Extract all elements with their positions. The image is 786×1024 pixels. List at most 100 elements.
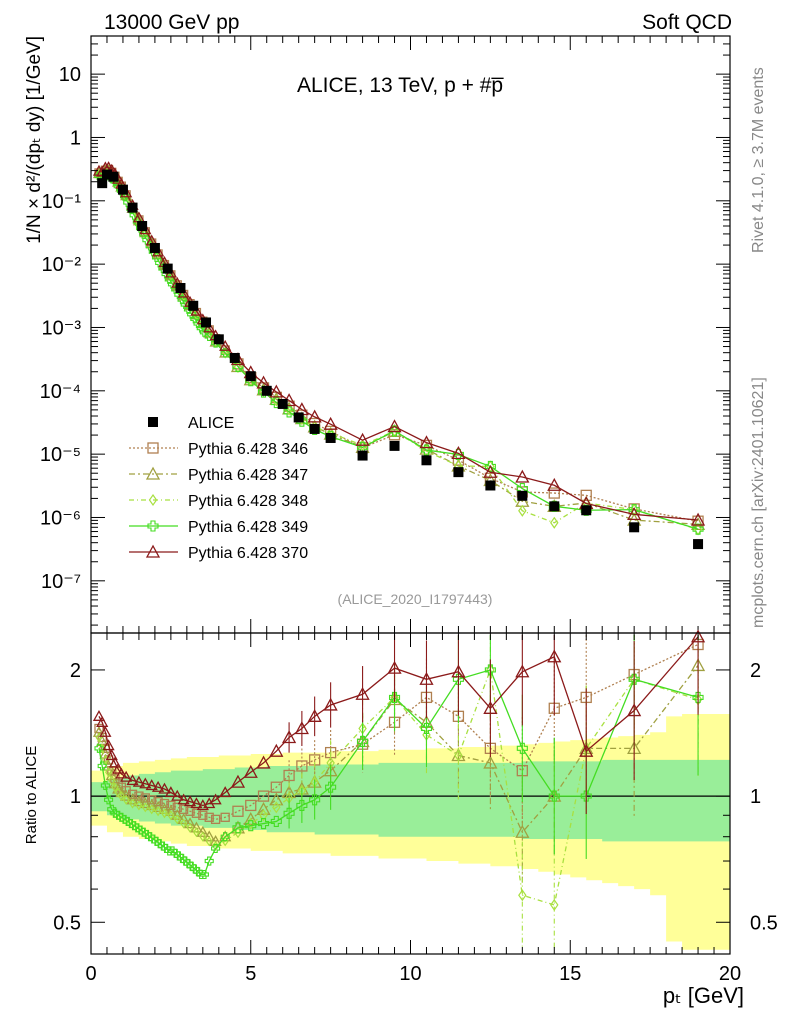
ratio-point	[122, 794, 130, 805]
ratio-point	[627, 703, 642, 717]
main-point	[204, 331, 214, 342]
ratio-point	[145, 779, 158, 791]
main-ytick-label: 10⁻¹	[42, 191, 82, 213]
ratio-point	[451, 664, 466, 678]
ratio-point	[515, 664, 530, 678]
alice-point	[97, 178, 108, 189]
ratio-ytick-label-right: 1	[750, 786, 761, 808]
xtick-label: 10	[399, 963, 421, 985]
ratio-point	[126, 774, 139, 786]
ratio-point	[270, 815, 282, 827]
alice-point	[162, 263, 173, 274]
ratio-point	[177, 793, 190, 805]
main-ylabel: 1/N × d²/(dpₜ dy) [1/GeV]	[24, 36, 45, 244]
legend-marker	[148, 417, 158, 427]
ratio-point	[296, 799, 308, 811]
ratio-point	[151, 780, 165, 792]
main-point	[515, 469, 530, 483]
ratio-point	[259, 809, 268, 822]
main-point	[692, 515, 704, 527]
main-point	[387, 419, 402, 433]
ratio-point	[484, 664, 496, 676]
ratio-point	[151, 801, 165, 813]
ratio-point	[220, 832, 230, 842]
ratio-point	[355, 686, 370, 700]
ratio-point	[204, 812, 214, 822]
main-ytick-label: 10⁻²	[42, 254, 82, 276]
main-panel: 10⁻⁷ 10⁻⁶ 10⁻⁵ 10⁻⁴ 10⁻³ 10⁻² 10⁻¹ 1 10 ALICE, 1…	[24, 35, 731, 634]
ratio-point	[167, 810, 175, 821]
ratio-point	[281, 730, 297, 744]
alice-point	[581, 505, 592, 516]
ratio-point	[171, 789, 184, 801]
xtick-label: 0	[85, 963, 96, 985]
ratio-point	[191, 808, 202, 818]
header-right: Soft QCD	[642, 11, 732, 34]
legend-marker	[147, 442, 159, 454]
main-point	[518, 504, 527, 517]
ratio-point	[257, 818, 270, 830]
alice-point	[277, 398, 288, 409]
ratio-point	[96, 715, 109, 727]
ratio-point	[111, 782, 119, 793]
ratio-point	[628, 673, 640, 685]
alice-point	[693, 539, 704, 550]
ratio-ytick-label-right: 2	[750, 660, 761, 682]
ratio-ylabel: Ratio to ALICE	[23, 746, 40, 844]
legend-label: Pythia 6.428 370	[188, 545, 308, 562]
alice-point	[117, 184, 128, 195]
ratio-point	[243, 812, 258, 826]
ratio-point	[199, 869, 209, 880]
ratio-panel: 0.5 0.51 12 20 5 10 15 20 Ratio to ALICE pₜ [Ge…	[23, 629, 778, 1008]
main-point	[199, 327, 209, 337]
ratio-point	[243, 764, 258, 778]
main-point	[219, 339, 232, 351]
ratio-ytick-label: 0.5	[53, 912, 81, 934]
ratio-point	[92, 709, 106, 721]
legend: ALICE Pythia 6.428 346 Pythia 6.428 347 Pyt…	[129, 415, 308, 562]
main-point	[221, 348, 229, 359]
ratio-point	[132, 795, 146, 807]
main-point	[220, 348, 230, 358]
ratio-point	[135, 800, 143, 811]
xtick-label: 5	[245, 963, 256, 985]
alice-point	[108, 171, 119, 182]
alice-point	[309, 423, 320, 434]
ratio-point	[547, 649, 562, 663]
ratio-point	[160, 808, 169, 819]
ratio-point	[134, 791, 144, 801]
side-label-bottom: mcplots.cern.ch [arXiv:2401.10621]	[750, 377, 767, 628]
alice-point	[453, 467, 464, 478]
main-point	[193, 318, 203, 329]
ratio-point	[129, 798, 137, 809]
ratio-point	[323, 697, 338, 711]
ratio-point	[153, 796, 163, 807]
analysis-tag: (ALICE_2020_I1797443)	[338, 591, 493, 607]
main-point	[283, 406, 295, 418]
ratio-point	[132, 775, 146, 787]
ratio-point	[283, 807, 295, 819]
ratio-point	[230, 774, 246, 788]
main-ytick-label: 10⁻⁵	[40, 444, 81, 466]
ratio-point	[270, 781, 282, 793]
ratio-point	[548, 790, 560, 802]
ratio-point	[204, 856, 214, 866]
main-point	[355, 432, 370, 446]
main-title: ALICE, 13 TeV, p + #p̅	[297, 74, 505, 97]
ratio-point	[199, 831, 207, 842]
ratio-point	[209, 793, 222, 805]
ratio-point	[269, 792, 284, 806]
ratio-point	[257, 790, 270, 802]
ratio-point	[256, 755, 271, 769]
legend-label: Pythia 6.428 346	[188, 441, 308, 458]
ratio-point	[100, 780, 110, 791]
ratio-point	[219, 786, 232, 798]
ratio-point	[186, 822, 194, 833]
main-point	[307, 409, 322, 423]
ratio-line-3	[98, 669, 699, 906]
ratio-point	[205, 836, 213, 847]
main-point	[547, 477, 562, 491]
ratio-point	[518, 889, 527, 902]
main-point	[483, 464, 498, 478]
